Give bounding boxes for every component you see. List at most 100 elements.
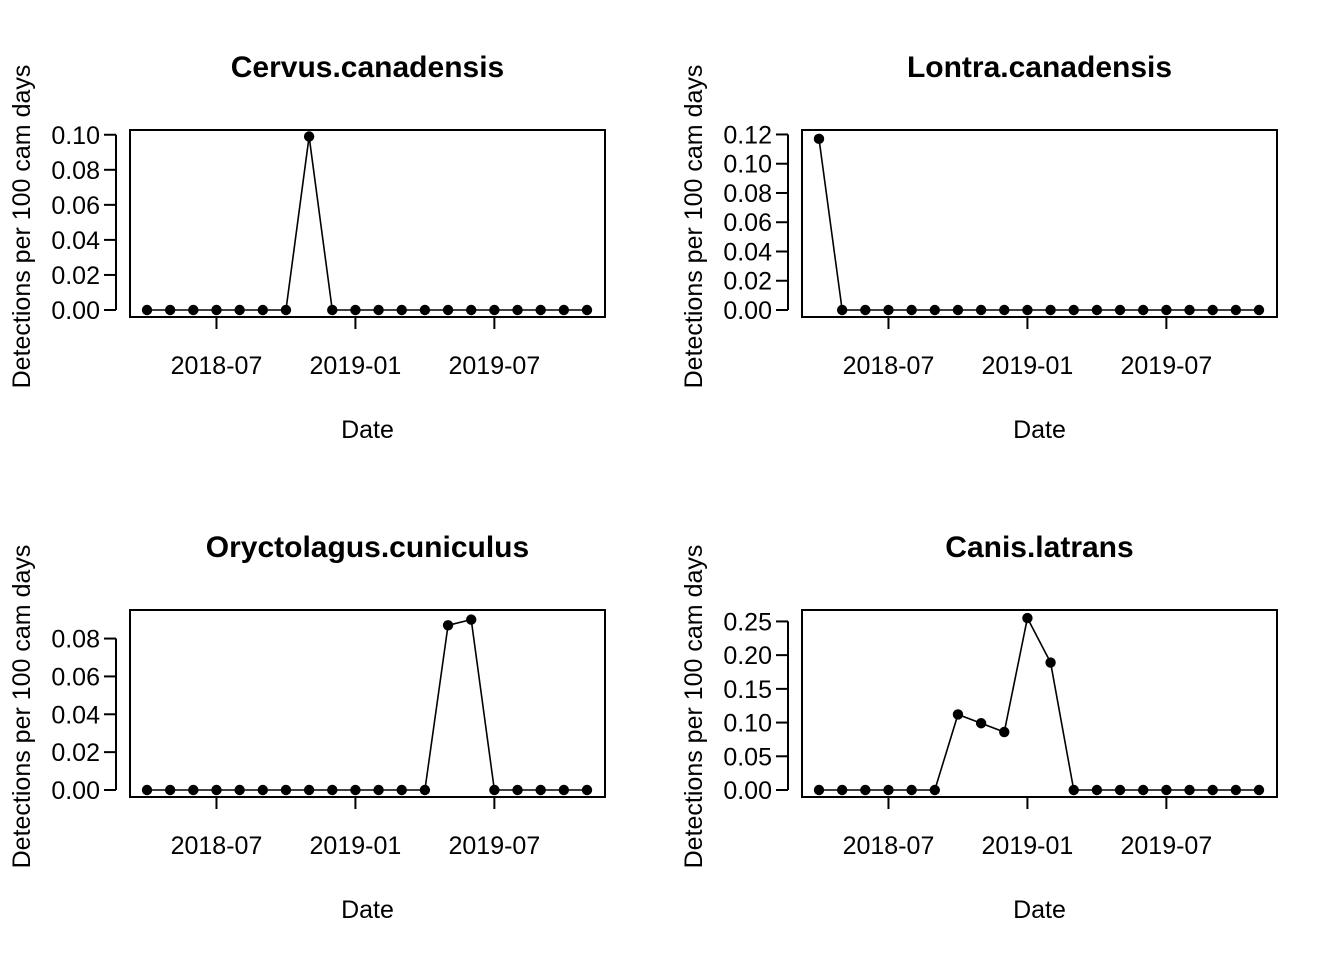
x-tick-label: 2019-07 [1120, 352, 1212, 380]
data-point [280, 784, 292, 796]
data-point [1114, 784, 1126, 796]
x-tick-label: 2019-07 [1120, 832, 1212, 860]
x-axis-label: Date [1013, 416, 1066, 444]
data-point [327, 784, 338, 796]
data-point [1207, 784, 1218, 796]
data-point [1184, 304, 1195, 316]
data-point [929, 784, 940, 796]
y-tick-label: 0.10 [723, 151, 772, 179]
chart-title: Cervus.canadensis [231, 51, 504, 84]
data-point [211, 784, 222, 796]
data-point [188, 304, 199, 316]
series-line [819, 615, 1259, 791]
y-tick-label: 0.06 [723, 209, 772, 237]
y-axis-label: Detections per 100 cam days [680, 545, 708, 869]
plot-frame [801, 129, 1278, 318]
y-tick-label: 0.02 [723, 268, 772, 296]
data-point [373, 784, 384, 796]
data-point [535, 784, 546, 796]
y-tick-label: 0.08 [51, 626, 100, 654]
x-tick-label: 2019-01 [310, 832, 402, 860]
data-point [836, 784, 848, 796]
data-point [906, 784, 917, 796]
data-point [188, 784, 199, 796]
y-tick-label: 0.04 [51, 701, 100, 729]
y-tick-label: 0.02 [51, 739, 100, 767]
data-point [1114, 304, 1126, 316]
y-tick-label: 0.06 [51, 663, 100, 691]
chart-title: Lontra.canadensis [907, 51, 1172, 84]
data-point [164, 784, 176, 796]
y-tick-label: 0.25 [723, 608, 772, 636]
data-point [1022, 304, 1033, 316]
data-point [489, 304, 500, 316]
x-tick-label: 2019-07 [448, 832, 540, 860]
data-point [141, 304, 153, 316]
y-axis-label: Detections per 100 cam days [8, 545, 36, 869]
y-tick-label: 0.00 [723, 777, 772, 805]
data-point [373, 304, 384, 316]
data-point [1045, 657, 1056, 668]
data-point [813, 784, 825, 796]
x-tick-label: 2019-01 [982, 832, 1074, 860]
data-point [975, 304, 987, 316]
x-tick-label: 2019-07 [448, 352, 540, 380]
data-point [883, 784, 894, 796]
data-point [1161, 304, 1172, 316]
data-point [906, 304, 917, 316]
data-point [581, 784, 593, 796]
data-point [396, 784, 407, 796]
data-point [558, 784, 570, 796]
data-point [975, 718, 987, 729]
y-tick-label: 0.00 [51, 297, 100, 325]
data-point [999, 726, 1010, 738]
data-point [1161, 784, 1172, 796]
y-tick-label: 0.20 [723, 642, 772, 670]
data-point [234, 784, 245, 796]
data-point [535, 304, 546, 316]
x-tick-label: 2018-07 [171, 352, 263, 380]
y-tick-label: 0.10 [51, 122, 100, 150]
data-point [1068, 304, 1079, 316]
data-point [1091, 784, 1103, 796]
data-point [813, 133, 825, 145]
data-point [860, 784, 871, 796]
chart-title: Oryctolagus.cuniculus [206, 531, 529, 564]
data-point [929, 304, 940, 316]
x-tick-label: 2019-01 [982, 352, 1074, 380]
data-point [1138, 784, 1149, 796]
x-tick-label: 2018-07 [843, 832, 935, 860]
x-axis-label: Date [1013, 896, 1066, 924]
series-line [818, 138, 1259, 311]
data-point [442, 304, 454, 316]
data-point [211, 304, 222, 316]
x-tick-label: 2018-07 [171, 832, 263, 860]
data-point [1022, 612, 1033, 624]
x-tick-label: 2018-07 [843, 352, 935, 380]
plot-frame [129, 609, 606, 798]
y-tick-label: 0.12 [723, 121, 772, 149]
data-point [1138, 304, 1149, 316]
plot-frame [129, 129, 606, 318]
y-axis-label: Detections per 100 cam days [680, 65, 708, 389]
data-point [860, 304, 871, 316]
data-point [1068, 784, 1079, 796]
y-tick-label: 0.05 [723, 743, 772, 771]
data-point [836, 304, 848, 316]
data-point [1091, 304, 1103, 316]
data-point [350, 304, 361, 316]
x-tick-label: 2019-01 [310, 352, 402, 380]
data-point [257, 304, 268, 316]
data-point [489, 784, 500, 796]
data-point [952, 709, 964, 720]
data-point [327, 304, 338, 316]
data-point [141, 784, 153, 796]
data-point [999, 304, 1010, 316]
data-point [442, 620, 454, 631]
plot-frame [801, 609, 1278, 798]
data-point [1230, 784, 1242, 796]
data-point [1207, 304, 1218, 316]
data-point [466, 614, 477, 625]
y-tick-label: 0.15 [723, 676, 772, 704]
data-point [280, 304, 292, 316]
